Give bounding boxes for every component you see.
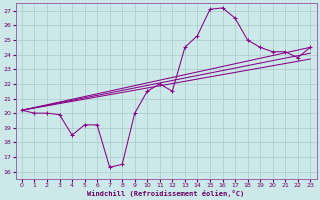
X-axis label: Windchill (Refroidissement éolien,°C): Windchill (Refroidissement éolien,°C) bbox=[87, 190, 245, 197]
